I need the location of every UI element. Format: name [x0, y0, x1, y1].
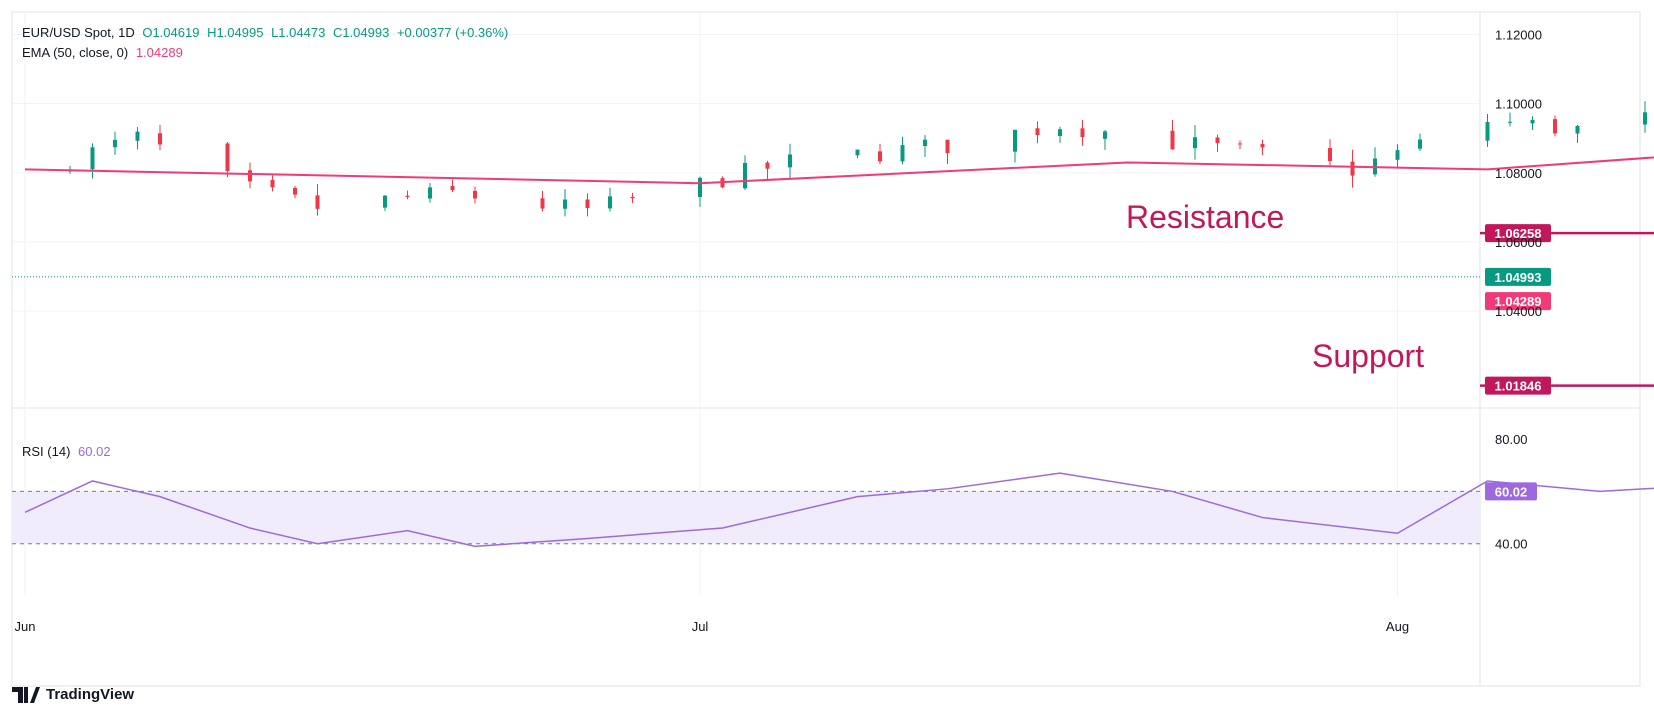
candle-up	[1418, 139, 1422, 149]
rsi-line	[24, 472, 1654, 548]
tradingview-logo[interactable]: TradingView	[12, 686, 134, 703]
resistance-annotation: Resistance	[1126, 199, 1284, 235]
candle-down	[158, 133, 162, 145]
candle-down	[225, 143, 230, 171]
candle-up	[608, 196, 612, 209]
candle-down	[585, 199, 590, 209]
candle-up	[1643, 112, 1647, 125]
tradingview-logo-icon	[12, 686, 40, 703]
close-value: C1.04993	[332, 25, 390, 40]
rsi-label[interactable]: RSI (14)	[22, 444, 71, 459]
candle-down	[248, 170, 252, 182]
candle-up	[1508, 121, 1512, 123]
candle-up	[1193, 137, 1197, 149]
candle-down	[540, 198, 545, 209]
candle-down	[450, 185, 455, 191]
price-tick-label: 1.06000	[1495, 235, 1542, 250]
ema-price-tag	[1485, 292, 1551, 311]
candle-down	[1260, 143, 1265, 148]
time-tick-label: Aug	[1386, 619, 1409, 634]
candle-down	[1035, 128, 1040, 136]
candle-down	[270, 179, 275, 188]
time-tick-label: Jul	[692, 619, 709, 634]
candle-down	[1553, 119, 1557, 134]
candle-up	[1575, 125, 1580, 134]
rsi-pane: 80.00 40.00 60.02	[12, 432, 1654, 552]
support-annotation: Support	[1312, 338, 1424, 374]
price-tick-label: 1.10000	[1495, 97, 1542, 112]
candle-up	[900, 145, 905, 162]
high-value: H1.04995	[207, 25, 264, 40]
change-value: +0.00377 (+0.36%)	[396, 25, 509, 40]
chart-frame	[11, 11, 1641, 687]
candle-down	[405, 195, 410, 197]
candle-up	[1013, 129, 1017, 152]
candle-up	[90, 147, 95, 170]
candle-down	[1328, 148, 1332, 162]
last-price-tag	[1485, 267, 1551, 286]
candle-down	[1350, 161, 1355, 176]
rsi-tick-label: 80.00	[1495, 432, 1528, 447]
candle-up	[698, 177, 702, 197]
price-legend: EUR/USD Spot, 1D O1.04619 H1.04995 L1.04…	[22, 25, 512, 40]
candle-up	[1530, 119, 1535, 124]
price-tick-label: 1.04000	[1495, 304, 1542, 319]
candle-up	[1058, 129, 1062, 136]
candle-up	[788, 154, 792, 168]
ema-label[interactable]: EMA (50, close, 0)	[22, 45, 129, 60]
candle-up	[923, 139, 927, 147]
rsi-value: 60.02	[78, 444, 111, 459]
resistance-price-tag	[1485, 224, 1551, 243]
candle-down	[878, 151, 882, 162]
candle-up	[855, 149, 860, 156]
candle-down	[945, 139, 950, 154]
candle-up	[1485, 122, 1490, 141]
candle-down	[1080, 128, 1085, 138]
support-price-tag	[1485, 376, 1551, 395]
price-tick-label: 1.08000	[1495, 166, 1542, 181]
candle-down	[473, 190, 477, 199]
candlestick-series	[68, 101, 1647, 217]
support-resistance-levels: ResistanceSupport1.062581.049931.042891.…	[12, 199, 1654, 395]
last-price-label: 1.04993	[1495, 270, 1542, 285]
tradingview-brand: TradingView	[46, 686, 135, 703]
candle-up	[428, 187, 432, 199]
rsi-legend: RSI (14) 60.02	[22, 444, 115, 459]
candle-down	[293, 187, 297, 195]
rsi-band	[12, 491, 1480, 544]
time-axis: JunJulAugSepOctNovDec2025FebMarApr	[15, 619, 1410, 634]
open-value: O1.04619	[142, 25, 200, 40]
candle-up	[383, 195, 387, 208]
candle-up	[1103, 131, 1107, 139]
candle-down	[1170, 130, 1175, 150]
symbol-label[interactable]: EUR/USD Spot, 1D	[22, 25, 135, 40]
price-axis: 1.12000 1.10000 1.08000 1.06000 1.04000	[1495, 27, 1542, 319]
candle-down	[765, 162, 770, 169]
candle-up	[743, 162, 747, 189]
candle-down	[1238, 143, 1242, 145]
ema-price-label: 1.04289	[1495, 294, 1542, 309]
candle-up	[563, 199, 567, 209]
candle-down	[315, 195, 320, 209]
ema-legend: EMA (50, close, 0) 1.04289	[22, 45, 187, 60]
rsi-last-label: 60.02	[1495, 484, 1528, 499]
candle-up	[135, 131, 140, 141]
rsi-tick-label: 40.00	[1495, 537, 1528, 552]
candle-down	[630, 196, 635, 199]
ema-value: 1.04289	[135, 45, 183, 60]
ema-line	[24, 156, 1654, 185]
resistance-price-label: 1.06258	[1495, 226, 1542, 241]
time-tick-label: Jun	[15, 619, 36, 634]
rsi-last-tag	[1485, 482, 1537, 501]
candle-up	[1395, 150, 1400, 160]
price-tick-label: 1.12000	[1495, 27, 1542, 42]
candle-down	[1215, 137, 1220, 144]
support-price-label: 1.01846	[1495, 379, 1542, 394]
candle-up	[113, 139, 117, 148]
low-value: L1.04473	[271, 25, 326, 40]
